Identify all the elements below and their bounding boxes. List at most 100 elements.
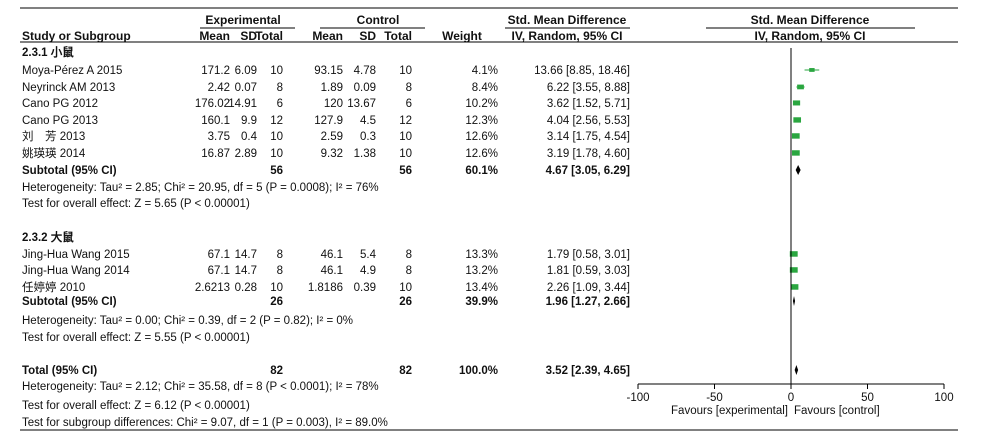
overall-effect-text: Test for overall effect: Z = 5.55 (P < 0… (22, 332, 250, 344)
mean-exp: 3.75 (208, 131, 230, 143)
header-weight: Weight (442, 29, 482, 43)
header-sd-exp: SD (240, 29, 257, 43)
study-point (789, 251, 798, 257)
sd-exp: 14.7 (235, 249, 257, 261)
mean-exp: 2.6213 (195, 282, 230, 294)
header-smd-plot: Std. Mean Difference (751, 13, 870, 27)
total-ctl: 8 (406, 265, 412, 277)
study-name: Cano PG 2012 (22, 98, 98, 110)
mean-ctl: 46.1 (321, 265, 343, 277)
total-exp: 10 (270, 131, 283, 143)
header-experimental: Experimental (205, 13, 280, 27)
sd-ctl: 4.9 (360, 265, 376, 277)
ci-value: 3.62 [1.52, 5.71] (547, 98, 630, 110)
study-point (809, 68, 815, 72)
mean-exp: 171.2 (201, 65, 230, 77)
sd-exp: 14.91 (228, 98, 257, 110)
mean-ctl: 120 (324, 98, 343, 110)
study-name: 刘 芳 2013 (22, 129, 85, 143)
study-point (789, 267, 798, 273)
header-total-ctl: Total (384, 29, 412, 43)
subgroup-title: 2.3.2 大鼠 (22, 230, 74, 244)
weight-value: 12.6% (465, 131, 498, 143)
total-exp: 8 (277, 249, 283, 261)
sd-exp: 0.4 (241, 131, 258, 143)
total-exp: 10 (270, 148, 283, 160)
weight-value: 10.2% (465, 98, 498, 110)
header-smd-text: Std. Mean Difference (508, 13, 627, 27)
heterogeneity-text: Heterogeneity: Tau² = 2.85; Chi² = 20.95… (22, 182, 379, 194)
weight-value: 12.3% (465, 115, 498, 127)
sd-exp: 0.28 (235, 282, 257, 294)
header-sd-ctl: SD (359, 29, 376, 43)
subgroup-title: 2.3.1 小鼠 (22, 45, 74, 59)
sd-exp: 6.09 (235, 65, 257, 77)
weight-value: 39.9% (465, 296, 498, 308)
sd-exp: 2.89 (235, 148, 257, 160)
ci-value: 3.52 [2.39, 4.65] (546, 365, 631, 377)
x-tick-label: 100 (934, 392, 953, 404)
total-ctl: 10 (399, 65, 412, 77)
ci-value: 3.14 [1.75, 4.54] (547, 131, 630, 143)
sd-exp: 9.9 (241, 115, 257, 127)
total-overall-effect-text: Test for overall effect: Z = 6.12 (P < 0… (22, 400, 250, 412)
total-ctl: 56 (399, 165, 412, 177)
study-name: 姚瑛瑛 2014 (22, 146, 86, 160)
weight-value: 8.4% (472, 82, 498, 94)
mean-exp: 67.1 (208, 265, 230, 277)
study-name: Jing-Hua Wang 2015 (22, 249, 130, 261)
subgroup-difference-text: Test for subgroup differences: Chi² = 9.… (22, 417, 388, 429)
header-study: Study or Subgroup (22, 29, 131, 43)
x-tick-label: 0 (788, 392, 794, 404)
ci-value: 1.79 [0.58, 3.01] (547, 249, 630, 261)
weight-value: 4.1% (472, 65, 498, 77)
sd-exp: 14.7 (235, 265, 257, 277)
mean-exp: 67.1 (208, 249, 230, 261)
summary-label: Total (95% CI) (22, 365, 97, 377)
ci-value: 13.66 [8.85, 18.46] (534, 65, 630, 77)
study-name: Neyrinck AM 2013 (22, 82, 115, 94)
total-heterogeneity-text: Heterogeneity: Tau² = 2.12; Chi² = 35.58… (22, 381, 379, 393)
study-point (792, 150, 800, 156)
study-point (792, 100, 801, 106)
sd-ctl: 1.38 (354, 148, 376, 160)
mean-exp: 160.1 (201, 115, 230, 127)
ci-value: 1.96 [1.27, 2.66] (546, 296, 631, 308)
total-ctl: 10 (399, 131, 412, 143)
study-point (790, 284, 799, 290)
ci-value: 6.22 [3.55, 8.88] (547, 82, 630, 94)
sd-ctl: 4.78 (354, 65, 376, 77)
mean-exp: 176.02 (195, 98, 230, 110)
overall-effect-text: Test for overall effect: Z = 5.65 (P < 0… (22, 198, 250, 210)
study-point (791, 133, 800, 139)
total-ctl: 8 (406, 82, 412, 94)
total-exp: 82 (270, 365, 283, 377)
total-ctl: 8 (406, 249, 412, 261)
study-name: Cano PG 2013 (22, 115, 98, 127)
total-ctl: 12 (399, 115, 412, 127)
study-name: Jing-Hua Wang 2014 (22, 265, 130, 277)
weight-value: 60.1% (465, 165, 498, 177)
sd-ctl: 4.5 (360, 115, 376, 127)
total-ctl: 6 (406, 98, 412, 110)
mean-ctl: 46.1 (321, 249, 343, 261)
sd-ctl: 13.67 (347, 98, 376, 110)
header-total-exp: Total (255, 29, 283, 43)
total-exp: 56 (270, 165, 283, 177)
favours-experimental-label: Favours [experimental] (671, 405, 788, 417)
ci-value: 2.26 [1.09, 3.44] (547, 282, 630, 294)
header-mean-ctl: Mean (312, 29, 343, 43)
header-method-plot: IV, Random, 95% CI (755, 29, 866, 43)
weight-value: 12.6% (465, 148, 498, 160)
weight-value: 13.4% (465, 282, 498, 294)
ci-value: 1.81 [0.59, 3.03] (547, 265, 630, 277)
total-ctl: 82 (399, 365, 412, 377)
sd-ctl: 0.39 (354, 282, 376, 294)
mean-ctl: 1.8186 (308, 282, 343, 294)
summary-label: Subtotal (95% CI) (22, 296, 117, 308)
ci-value: 4.04 [2.56, 5.53] (547, 115, 630, 127)
total-exp: 10 (270, 282, 283, 294)
sd-ctl: 5.4 (360, 249, 377, 261)
sd-ctl: 0.3 (360, 131, 376, 143)
total-exp: 6 (277, 98, 283, 110)
